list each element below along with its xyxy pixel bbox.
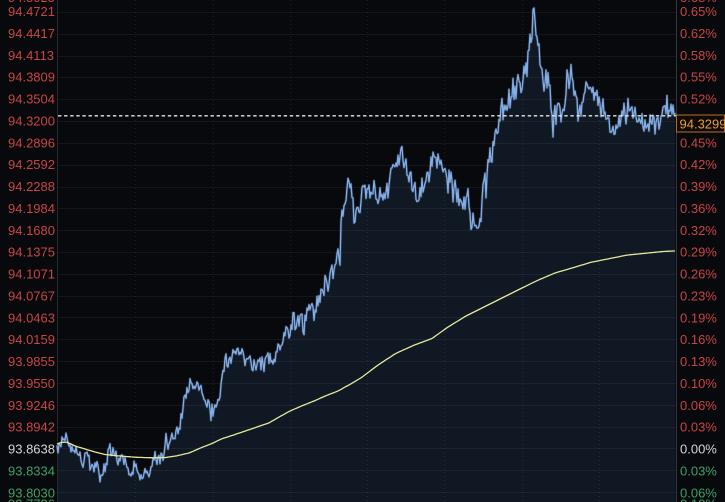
svg-text:94.1984: 94.1984 [8, 201, 55, 216]
svg-text:94.3299: 94.3299 [680, 117, 725, 132]
svg-text:0.23%: 0.23% [680, 288, 717, 303]
svg-text:94.4417: 94.4417 [8, 26, 55, 41]
svg-text:0.55%: 0.55% [680, 70, 717, 85]
svg-text:0.13%: 0.13% [680, 354, 717, 369]
svg-text:0.00%: 0.00% [680, 442, 717, 457]
svg-text:0.03%: 0.03% [680, 420, 717, 435]
svg-text:93.8942: 93.8942 [8, 420, 55, 435]
svg-text:0.10%: 0.10% [680, 497, 717, 502]
svg-text:94.1375: 94.1375 [8, 245, 55, 260]
svg-text:94.1071: 94.1071 [8, 267, 55, 282]
svg-text:0.10%: 0.10% [680, 376, 717, 391]
svg-text:94.0463: 94.0463 [8, 310, 55, 325]
svg-text:94.5025: 94.5025 [8, 0, 55, 5]
svg-text:0.58%: 0.58% [680, 48, 717, 63]
svg-text:94.1680: 94.1680 [8, 223, 55, 238]
svg-text:94.3504: 94.3504 [8, 92, 55, 107]
svg-text:0.45%: 0.45% [680, 135, 717, 150]
svg-text:94.2288: 94.2288 [8, 179, 55, 194]
svg-text:0.06%: 0.06% [680, 398, 717, 413]
svg-text:93.9246: 93.9246 [8, 398, 55, 413]
svg-text:0.62%: 0.62% [680, 26, 717, 41]
svg-text:0.68%: 0.68% [680, 0, 717, 5]
svg-text:94.3809: 94.3809 [8, 70, 55, 85]
svg-text:0.39%: 0.39% [680, 179, 717, 194]
svg-text:94.0159: 94.0159 [8, 332, 55, 347]
svg-text:0.06%: 0.06% [680, 485, 717, 500]
svg-text:0.42%: 0.42% [680, 157, 717, 172]
svg-text:94.2592: 94.2592 [8, 157, 55, 172]
svg-text:94.3200: 94.3200 [8, 113, 55, 128]
svg-text:93.9550: 93.9550 [8, 376, 55, 391]
svg-text:0.65%: 0.65% [680, 4, 717, 19]
svg-text:0.16%: 0.16% [680, 332, 717, 347]
svg-text:0.26%: 0.26% [680, 267, 717, 282]
svg-text:93.8030: 93.8030 [8, 485, 55, 500]
svg-text:94.4721: 94.4721 [8, 4, 55, 19]
svg-text:94.0767: 94.0767 [8, 288, 55, 303]
svg-text:0.32%: 0.32% [680, 223, 717, 238]
svg-text:0.36%: 0.36% [680, 201, 717, 216]
svg-text:0.03%: 0.03% [680, 464, 717, 479]
svg-text:93.8334: 93.8334 [8, 464, 55, 479]
svg-text:93.7726: 93.7726 [8, 497, 55, 502]
svg-text:93.9855: 93.9855 [8, 354, 55, 369]
svg-text:0.29%: 0.29% [680, 245, 717, 260]
svg-text:93.8638: 93.8638 [8, 442, 55, 457]
svg-text:94.2896: 94.2896 [8, 135, 55, 150]
svg-text:0.52%: 0.52% [680, 92, 717, 107]
svg-text:94.4113: 94.4113 [8, 48, 54, 63]
svg-text:0.19%: 0.19% [680, 310, 717, 325]
